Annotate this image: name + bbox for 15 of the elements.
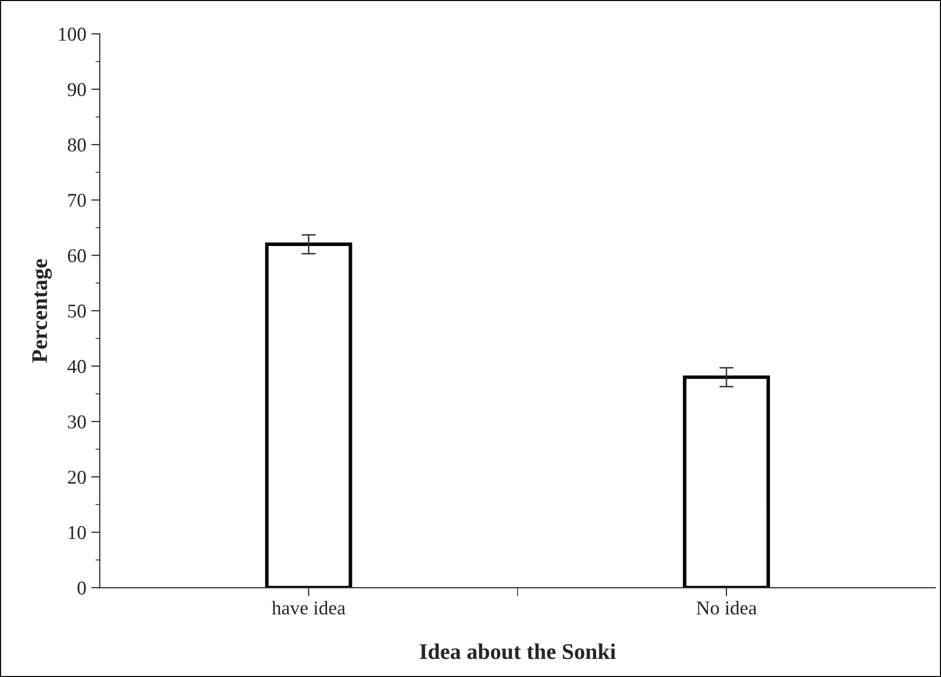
y-tick-label: 40 — [67, 360, 86, 374]
y-tick-label: 20 — [68, 470, 86, 484]
x-axis-title: Idea about the Sonki — [420, 643, 616, 660]
y-tick-label: 0 — [78, 581, 86, 595]
y-tick-label: 90 — [68, 83, 86, 96]
y-tick-label: 10 — [68, 526, 86, 540]
y-tick-label: 50 — [68, 304, 86, 318]
y-tick-label: 100 — [59, 28, 86, 41]
x-tick-label: No idea — [696, 600, 757, 615]
y-tick-label: 70 — [68, 194, 86, 207]
y-tick-label: 80 — [68, 138, 86, 152]
y-axis-title: Percentage — [32, 259, 52, 363]
y-tick-label: 60 — [68, 249, 86, 262]
x-tick-label: have idea — [272, 600, 346, 615]
y-tick-label: 30 — [68, 415, 86, 428]
